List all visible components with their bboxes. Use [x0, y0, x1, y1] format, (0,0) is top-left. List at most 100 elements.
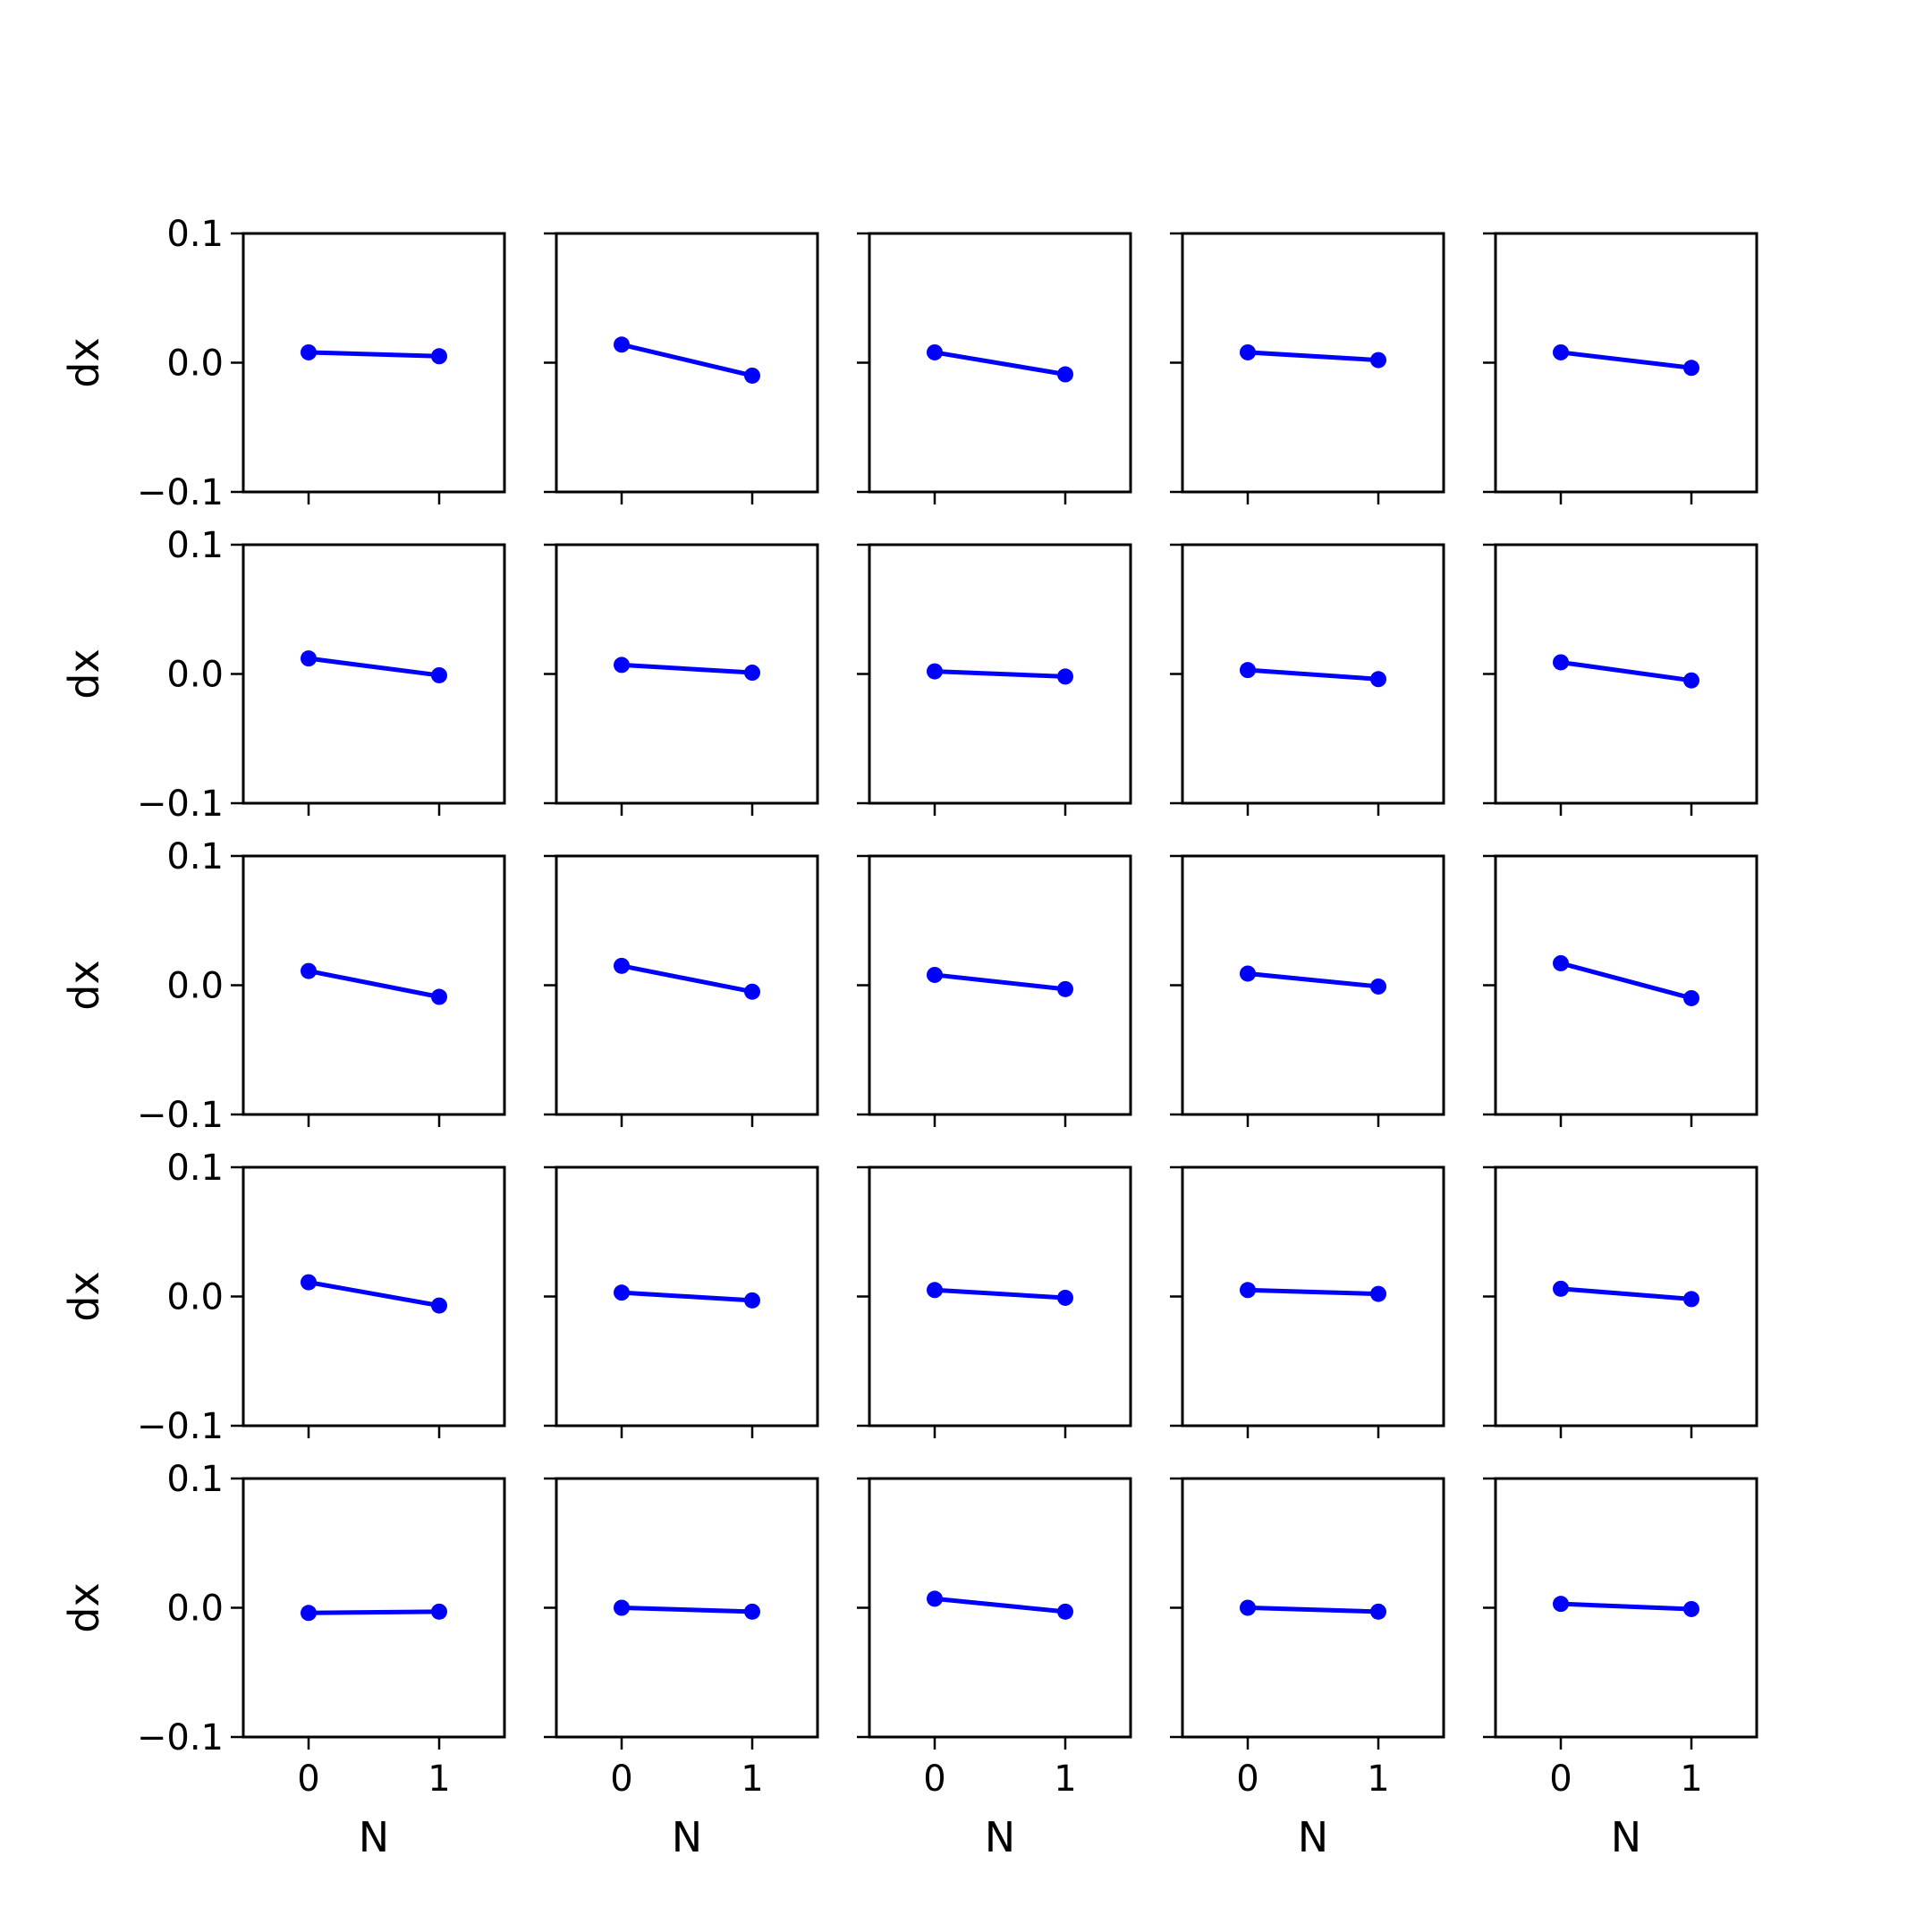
data-point	[1553, 654, 1569, 671]
series-line	[1247, 667, 1379, 682]
subplot-r1-c3	[857, 232, 1132, 504]
y-axis-label: dx	[60, 337, 108, 387]
data-point	[1683, 1291, 1699, 1308]
axes-frame	[555, 854, 819, 1116]
x-tick-label: 1	[1680, 1758, 1702, 1800]
subplot-r4-c4	[1170, 1165, 1445, 1438]
y-tick-label: 0.1	[166, 214, 224, 255]
y-tick-label: −0.1	[137, 1406, 224, 1447]
y-tick-label: −0.1	[137, 1717, 224, 1758]
data-point	[1370, 671, 1386, 688]
data-point	[744, 367, 760, 384]
subplot-r2-c5	[1483, 543, 1758, 816]
data-point	[1683, 672, 1699, 689]
series-line	[308, 350, 440, 359]
subplot-r3-c5	[1483, 854, 1758, 1127]
series-line	[934, 669, 1066, 679]
data-point	[614, 1599, 630, 1616]
subplot-r5-c1: −0.1 0.0 0.1 0 1 dx N	[60, 1459, 506, 1861]
series-line	[1560, 350, 1692, 370]
data-point	[301, 1274, 317, 1291]
data-point	[614, 336, 630, 353]
axes-frame	[868, 1477, 1132, 1739]
data-point	[927, 663, 943, 680]
series-line	[308, 656, 440, 678]
axes-frame	[242, 1165, 506, 1428]
y-tick-label: −0.1	[137, 1095, 224, 1136]
data-point	[614, 1284, 630, 1301]
data-point	[1370, 1603, 1386, 1620]
data-point	[301, 343, 317, 360]
series-line	[621, 1290, 753, 1303]
axes-frame	[242, 232, 506, 494]
data-point	[1057, 668, 1073, 685]
data-point	[744, 665, 760, 682]
x-axis-label: N	[1611, 1813, 1641, 1861]
subplot-r3-c4	[1170, 854, 1445, 1127]
y-tick-label: 0.1	[166, 1148, 224, 1189]
axes-frame	[1494, 543, 1758, 805]
data-point	[1057, 980, 1073, 997]
subplot-r1-c5	[1483, 232, 1758, 504]
y-tick-label: 0.0	[166, 966, 224, 1007]
x-tick-label: 1	[428, 1758, 450, 1800]
data-point	[1553, 1596, 1569, 1613]
x-tick-label: 1	[1054, 1758, 1076, 1800]
subplot-r2-c3	[857, 543, 1132, 816]
axes-frame	[1494, 1165, 1758, 1428]
subplot-r4-c3	[857, 1165, 1132, 1438]
x-tick-label: 0	[297, 1758, 319, 1800]
data-point	[1240, 1282, 1256, 1299]
axes-frame	[555, 232, 819, 494]
x-tick-label: 1	[1367, 1758, 1389, 1800]
series-line	[1560, 660, 1692, 683]
x-tick-label: 0	[1236, 1758, 1258, 1800]
y-tick-label: 0.1	[166, 1459, 224, 1500]
data-point	[431, 1297, 447, 1314]
data-point	[1683, 1600, 1699, 1617]
data-point	[1683, 360, 1699, 377]
axes-frame	[1181, 1165, 1445, 1428]
data-point	[1553, 1280, 1569, 1297]
subplot-r3-c3	[857, 854, 1132, 1127]
subplot-r1-c2	[544, 232, 819, 504]
y-axis-label: dx	[60, 1271, 108, 1321]
series-line	[1560, 1286, 1692, 1301]
data-point	[431, 666, 447, 683]
axes-frame	[1181, 232, 1445, 494]
data-point	[301, 650, 317, 667]
series-line	[621, 662, 753, 675]
data-point	[1553, 343, 1569, 360]
data-point	[1240, 965, 1256, 982]
data-point	[744, 1292, 760, 1309]
subplot-r5-c2: 0 1N	[544, 1477, 819, 1861]
series-line	[621, 963, 753, 995]
data-point	[1057, 1289, 1073, 1306]
data-point	[927, 966, 943, 983]
data-point	[614, 657, 630, 674]
data-point	[927, 343, 943, 360]
subplot-r5-c3: 0 1N	[857, 1477, 1132, 1861]
x-tick-label: 0	[923, 1758, 945, 1800]
x-tick-label: 0	[1549, 1758, 1572, 1800]
subplot-r5-c5: 0 1N	[1483, 1477, 1758, 1861]
subplot-r1-c1: −0.1 0.0 0.1 dx	[60, 214, 506, 513]
data-point	[1240, 1599, 1256, 1616]
y-tick-label: 0.0	[166, 655, 224, 696]
axes-frame	[1494, 854, 1758, 1116]
x-axis-label: N	[359, 1813, 389, 1861]
y-tick-label: 0.0	[166, 1277, 224, 1318]
data-point	[1057, 1603, 1073, 1620]
y-axis-label: dx	[60, 648, 108, 699]
series-line	[308, 969, 440, 999]
axes-frame	[1494, 232, 1758, 494]
series-line	[308, 1609, 440, 1615]
data-point	[744, 983, 760, 1000]
data-point	[927, 1590, 943, 1607]
subplot-r3-c1: −0.1 0.0 0.1 dx	[60, 836, 506, 1136]
x-axis-label: N	[985, 1813, 1015, 1861]
subplot-r4-c2	[544, 1165, 819, 1438]
y-axis-label: dx	[60, 1582, 108, 1632]
data-point	[614, 957, 630, 974]
